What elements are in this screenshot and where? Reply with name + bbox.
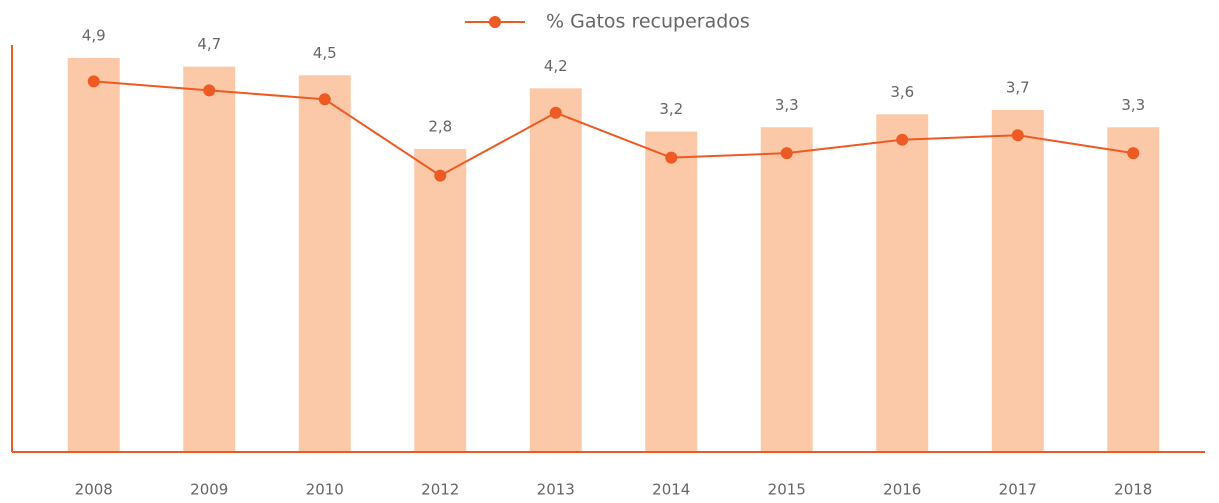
x-tick-label: 2012 xyxy=(421,481,459,499)
bar xyxy=(760,127,813,452)
point xyxy=(549,106,562,119)
point xyxy=(434,169,447,182)
bar xyxy=(645,131,698,451)
bar xyxy=(67,57,120,452)
value-label: 4,5 xyxy=(313,44,337,62)
point xyxy=(318,93,331,106)
point xyxy=(87,75,100,88)
bar xyxy=(183,66,236,452)
x-tick-label: 2008 xyxy=(75,481,113,499)
x-tick-label: 2015 xyxy=(768,481,806,499)
bar xyxy=(298,75,351,452)
x-tick-label: 2009 xyxy=(190,481,228,499)
x-tick-label: 2016 xyxy=(883,481,921,499)
value-label: 2,8 xyxy=(428,117,452,135)
x-tick-label: 2018 xyxy=(1114,481,1152,499)
value-label: 3,6 xyxy=(890,83,914,101)
line xyxy=(93,80,1134,177)
bar xyxy=(876,114,929,452)
x-tick-label: 2013 xyxy=(537,481,575,499)
bar xyxy=(414,148,467,451)
point xyxy=(1127,147,1140,160)
value-label: 3,3 xyxy=(775,96,799,114)
x-tick-label: 2017 xyxy=(999,481,1037,499)
x-tick-label: 2010 xyxy=(306,481,344,499)
point xyxy=(665,151,678,164)
legend-label: % Gatos recuperados xyxy=(546,11,750,33)
point xyxy=(780,147,793,160)
x-tick-label: 2014 xyxy=(652,481,690,499)
value-label: 3,3 xyxy=(1121,96,1145,114)
value-label: 3,2 xyxy=(659,100,683,118)
bar xyxy=(991,109,1044,451)
value-label: 3,7 xyxy=(1006,78,1030,96)
bar xyxy=(529,88,582,451)
legend-marker xyxy=(489,16,501,28)
point xyxy=(203,84,216,97)
point xyxy=(1011,129,1024,142)
value-label: 4,9 xyxy=(82,26,106,44)
value-label: 4,7 xyxy=(197,35,221,53)
bar xyxy=(1107,127,1160,452)
value-label: 4,2 xyxy=(544,57,568,75)
point xyxy=(896,133,909,146)
